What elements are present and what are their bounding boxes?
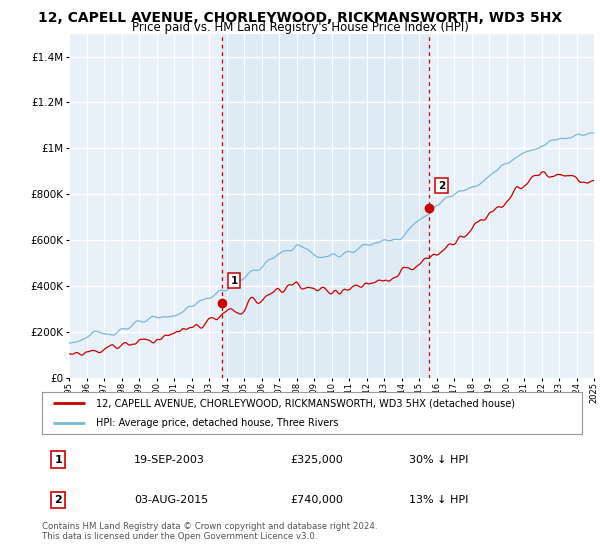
- Text: £325,000: £325,000: [290, 455, 343, 465]
- Text: Contains HM Land Registry data © Crown copyright and database right 2024.
This d: Contains HM Land Registry data © Crown c…: [42, 522, 377, 542]
- Text: 2: 2: [438, 180, 445, 190]
- Text: 1: 1: [230, 276, 238, 286]
- Text: Price paid vs. HM Land Registry's House Price Index (HPI): Price paid vs. HM Land Registry's House …: [131, 21, 469, 34]
- Text: 03-AUG-2015: 03-AUG-2015: [134, 495, 208, 505]
- Text: 2: 2: [55, 495, 62, 505]
- Text: 12, CAPELL AVENUE, CHORLEYWOOD, RICKMANSWORTH, WD3 5HX (detached house): 12, CAPELL AVENUE, CHORLEYWOOD, RICKMANS…: [96, 399, 515, 409]
- Text: 1: 1: [55, 455, 62, 465]
- Text: 30% ↓ HPI: 30% ↓ HPI: [409, 455, 469, 465]
- Text: 12, CAPELL AVENUE, CHORLEYWOOD, RICKMANSWORTH, WD3 5HX: 12, CAPELL AVENUE, CHORLEYWOOD, RICKMANS…: [38, 11, 562, 25]
- Bar: [221, 34, 429, 378]
- Text: 19-SEP-2003: 19-SEP-2003: [134, 455, 205, 465]
- Text: HPI: Average price, detached house, Three Rivers: HPI: Average price, detached house, Thre…: [96, 418, 338, 428]
- Text: 13% ↓ HPI: 13% ↓ HPI: [409, 495, 469, 505]
- Text: £740,000: £740,000: [290, 495, 343, 505]
